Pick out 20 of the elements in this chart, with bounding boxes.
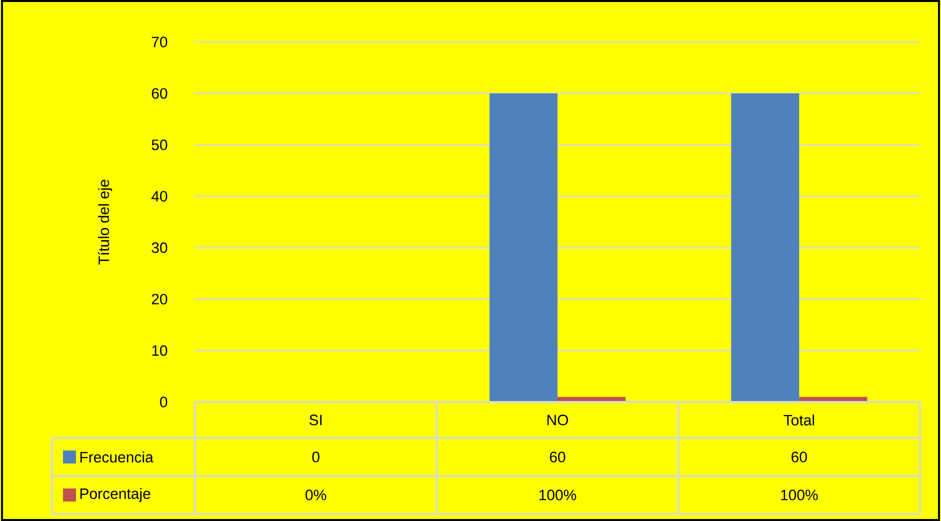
data-label: 0 bbox=[312, 452, 320, 462]
data-label: 60 bbox=[792, 452, 807, 462]
data-label: 100% bbox=[539, 490, 576, 500]
x-tick-label: SI bbox=[309, 414, 322, 426]
y-tick-label: 0 bbox=[160, 396, 168, 408]
y-tick-label: 40 bbox=[151, 190, 168, 202]
x-tick-label: NO bbox=[547, 414, 568, 426]
legend-label: Frecuencia bbox=[80, 451, 154, 462]
y-tick-label: 10 bbox=[152, 345, 168, 356]
legend-label: Porcentaje bbox=[80, 488, 150, 502]
data-label: 0% bbox=[306, 490, 326, 500]
y-tick-label: 50 bbox=[152, 140, 168, 150]
y-tick-label: 60 bbox=[152, 88, 168, 99]
data-label: 60 bbox=[550, 452, 566, 462]
y-axis-title: Título del eje bbox=[98, 180, 112, 265]
y-tick-label: 20 bbox=[152, 294, 168, 304]
y-tick-label: 70 bbox=[152, 36, 168, 48]
y-tick-label: 30 bbox=[152, 242, 168, 254]
data-label: 100% bbox=[781, 490, 818, 500]
x-tick-label: Total bbox=[784, 414, 814, 426]
